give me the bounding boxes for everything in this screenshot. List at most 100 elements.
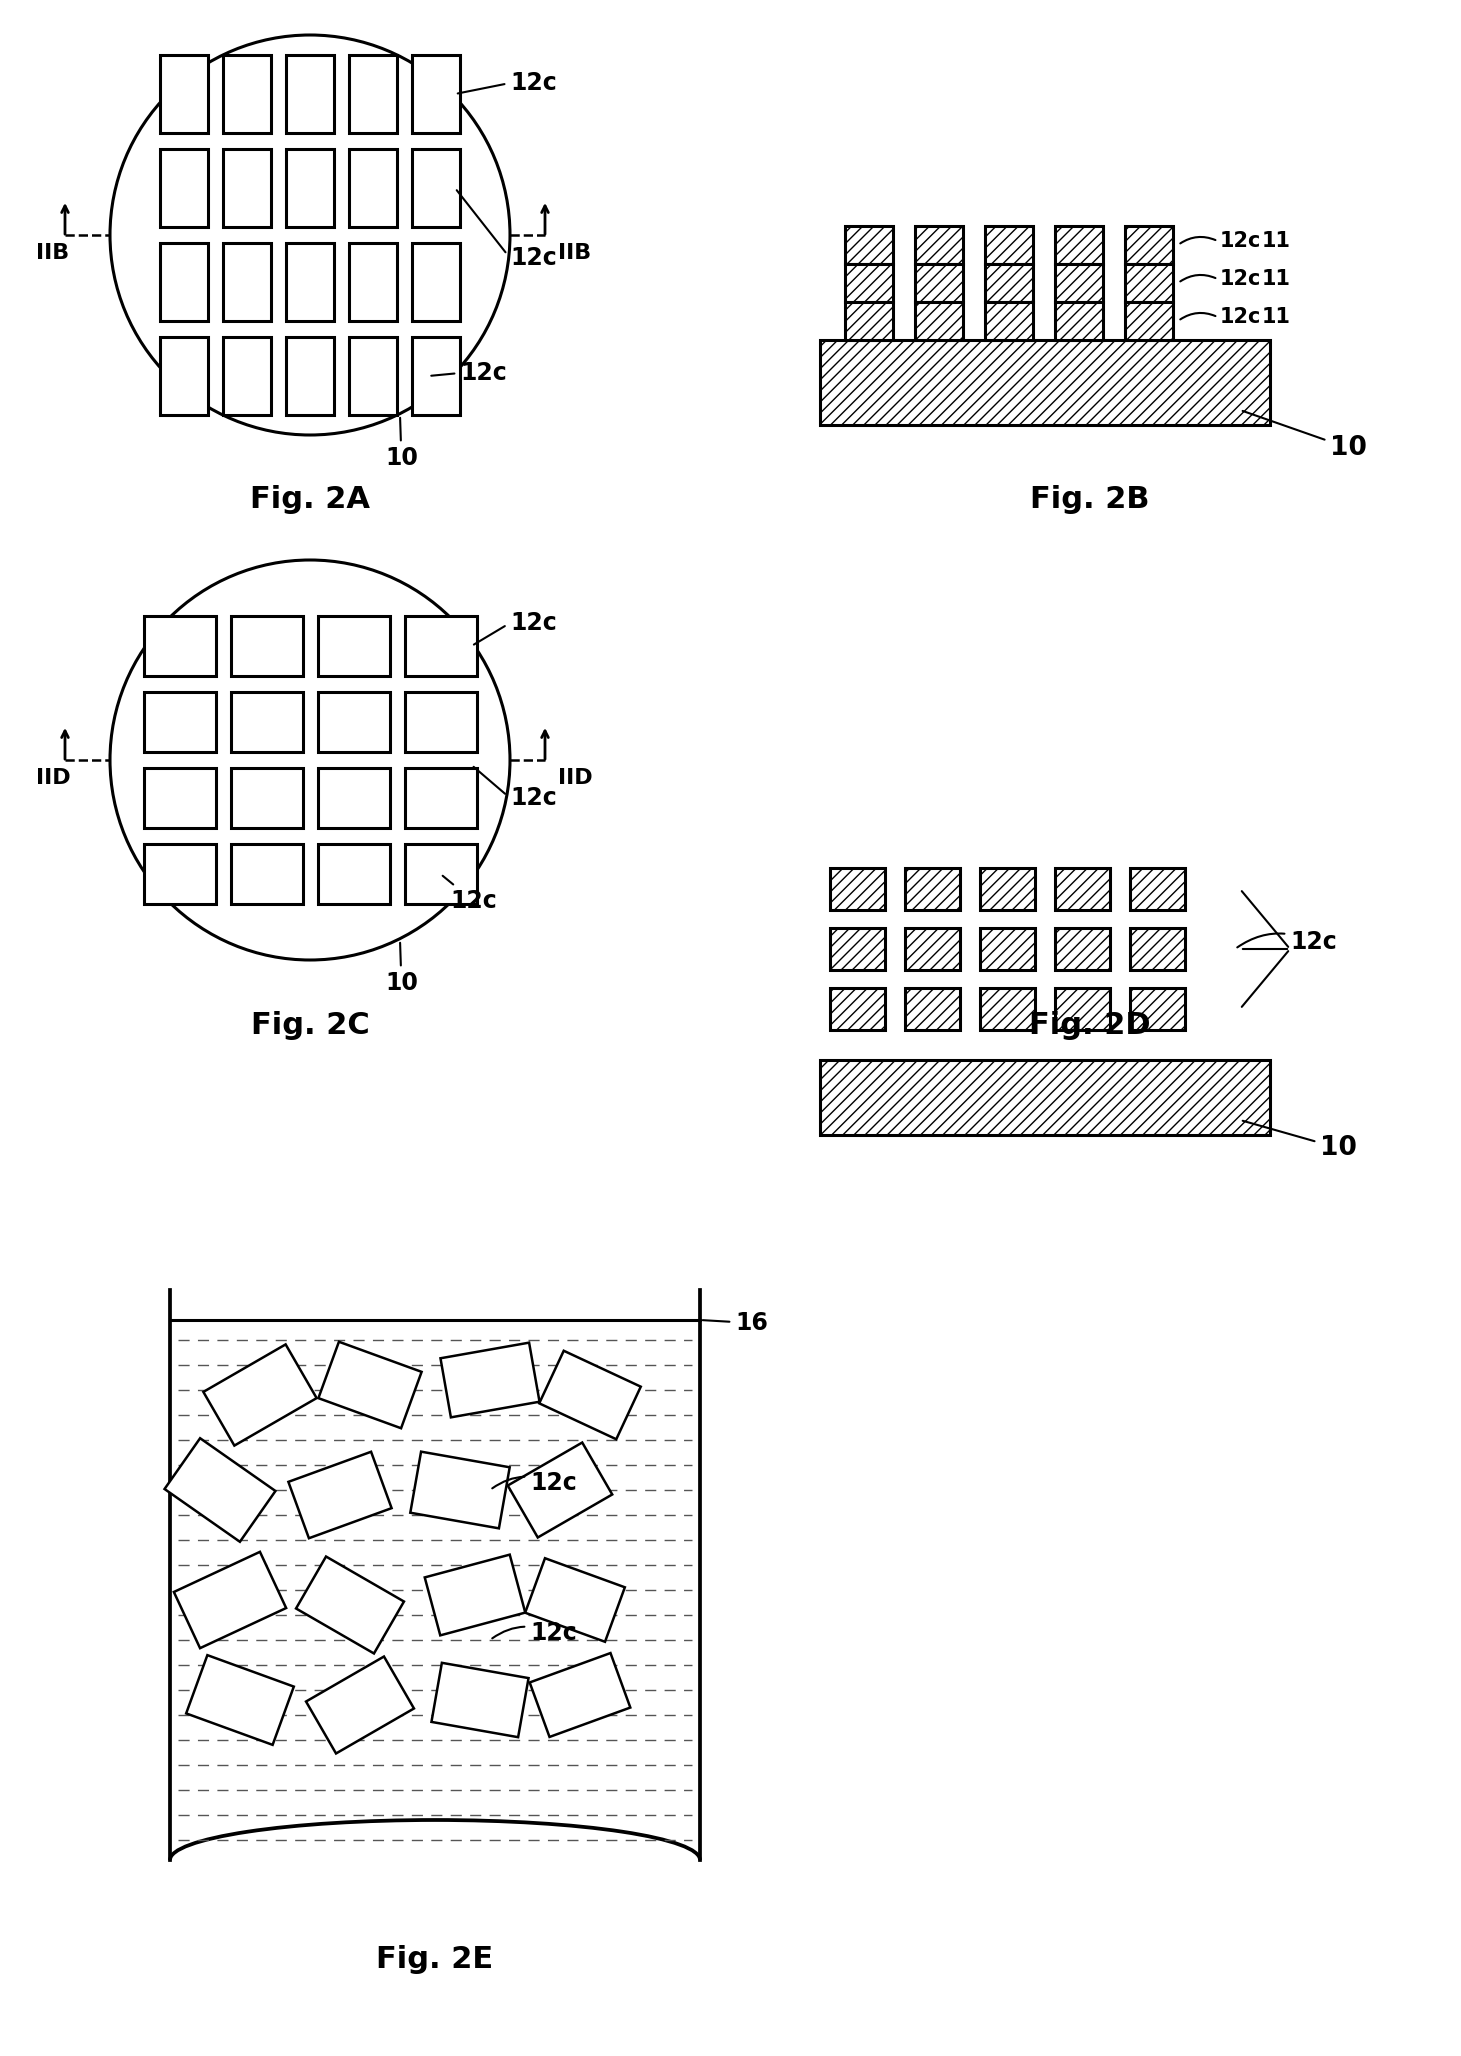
- Text: IIB: IIB: [558, 243, 592, 263]
- Bar: [224, 337, 270, 415]
- Bar: [161, 148, 207, 226]
- Bar: [412, 337, 460, 415]
- Bar: [830, 989, 885, 1030]
- Bar: [820, 339, 1270, 426]
- Text: 12c: 12c: [431, 362, 507, 384]
- Bar: [349, 243, 397, 321]
- Bar: [915, 226, 963, 263]
- Bar: [820, 1061, 1270, 1135]
- Bar: [317, 617, 390, 676]
- Text: Fig. 2C: Fig. 2C: [251, 1009, 370, 1040]
- Bar: [161, 337, 207, 415]
- Text: 12c: 12c: [492, 1470, 577, 1495]
- Bar: [830, 927, 885, 970]
- Bar: [411, 1452, 510, 1528]
- Bar: [1055, 302, 1103, 339]
- Bar: [1055, 226, 1103, 263]
- Bar: [1129, 989, 1185, 1030]
- Text: 10: 10: [386, 944, 418, 995]
- Bar: [1055, 927, 1110, 970]
- Text: Fig. 2A: Fig. 2A: [250, 485, 370, 514]
- Bar: [231, 845, 302, 905]
- Bar: [844, 302, 893, 339]
- Bar: [349, 337, 397, 415]
- Bar: [985, 302, 1033, 339]
- Bar: [224, 56, 270, 134]
- Bar: [508, 1443, 612, 1538]
- Bar: [1125, 263, 1173, 302]
- Bar: [143, 769, 216, 829]
- Text: 12c: 12c: [1220, 269, 1261, 290]
- Text: 10: 10: [386, 417, 418, 471]
- Bar: [844, 226, 893, 263]
- Text: Fig. 2D: Fig. 2D: [1029, 1009, 1151, 1040]
- Bar: [224, 148, 270, 226]
- Bar: [317, 693, 390, 752]
- Bar: [161, 243, 207, 321]
- Bar: [318, 1343, 422, 1429]
- Text: 12c: 12c: [473, 611, 557, 646]
- Text: IID: IID: [558, 769, 592, 787]
- Bar: [1055, 989, 1110, 1030]
- Bar: [349, 56, 397, 134]
- Bar: [317, 769, 390, 829]
- Bar: [431, 1663, 529, 1737]
- Bar: [412, 56, 460, 134]
- Bar: [143, 617, 216, 676]
- Bar: [1129, 927, 1185, 970]
- Bar: [405, 769, 476, 829]
- Bar: [286, 337, 335, 415]
- Bar: [980, 868, 1034, 911]
- Bar: [317, 845, 390, 905]
- Text: 10: 10: [1243, 1121, 1357, 1162]
- Bar: [161, 56, 207, 134]
- Bar: [985, 226, 1033, 263]
- Bar: [844, 263, 893, 302]
- Text: 11: 11: [1262, 269, 1292, 290]
- Bar: [288, 1452, 392, 1538]
- Bar: [186, 1655, 294, 1746]
- Bar: [985, 263, 1033, 302]
- Bar: [286, 148, 335, 226]
- Bar: [231, 693, 302, 752]
- Bar: [143, 693, 216, 752]
- Text: 12c: 12c: [1237, 929, 1337, 954]
- Bar: [830, 868, 885, 911]
- Text: IID: IID: [35, 769, 70, 787]
- Bar: [980, 989, 1034, 1030]
- Bar: [349, 148, 397, 226]
- Bar: [174, 1552, 286, 1649]
- Text: 10: 10: [1243, 411, 1367, 461]
- Bar: [412, 243, 460, 321]
- Text: 12c: 12c: [443, 876, 497, 913]
- Bar: [524, 1558, 625, 1643]
- Bar: [915, 302, 963, 339]
- Text: Fig. 2B: Fig. 2B: [1030, 485, 1150, 514]
- Bar: [405, 693, 476, 752]
- Bar: [1129, 868, 1185, 911]
- Text: IIB: IIB: [37, 243, 70, 263]
- Text: 12c: 12c: [492, 1620, 577, 1645]
- Bar: [412, 148, 460, 226]
- Bar: [224, 243, 270, 321]
- Text: 16: 16: [703, 1312, 768, 1334]
- Text: 12c: 12c: [457, 191, 557, 269]
- Bar: [1055, 868, 1110, 911]
- Bar: [1055, 263, 1103, 302]
- Text: 11: 11: [1262, 230, 1292, 251]
- Text: Fig. 2E: Fig. 2E: [377, 1945, 494, 1974]
- Bar: [904, 927, 960, 970]
- Bar: [915, 263, 963, 302]
- Bar: [405, 845, 476, 905]
- Bar: [165, 1439, 276, 1542]
- Bar: [539, 1351, 641, 1439]
- Bar: [143, 845, 216, 905]
- Bar: [297, 1556, 405, 1653]
- Bar: [1125, 226, 1173, 263]
- Bar: [305, 1657, 413, 1754]
- Text: 12c: 12c: [473, 767, 557, 810]
- Bar: [286, 243, 335, 321]
- Text: 12c: 12c: [457, 72, 557, 95]
- Bar: [1125, 302, 1173, 339]
- Bar: [231, 617, 302, 676]
